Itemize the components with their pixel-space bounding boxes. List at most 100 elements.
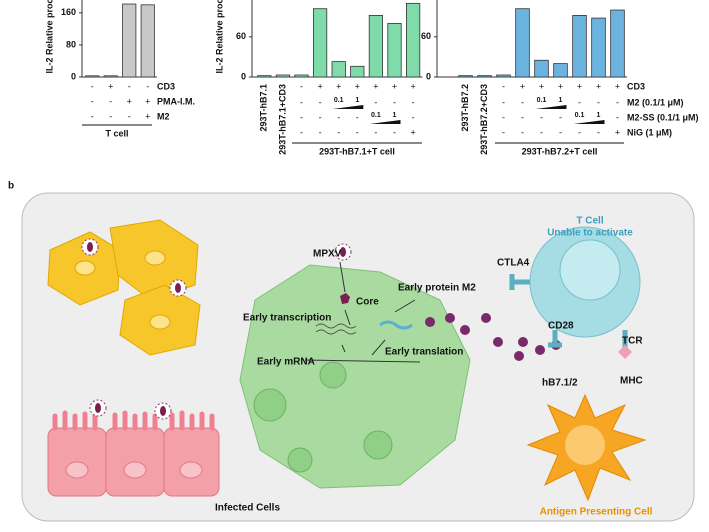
condition-mark: - bbox=[356, 127, 359, 137]
condition-mark: 1 bbox=[355, 97, 359, 104]
condition-name: CD3 bbox=[627, 81, 645, 91]
condition-mark: - bbox=[578, 97, 581, 107]
condition-mark: + bbox=[145, 111, 150, 121]
condition-mark: + bbox=[520, 81, 525, 91]
cell-nuclei bbox=[253, 361, 393, 473]
condition-mark: - bbox=[374, 97, 377, 107]
condition-mark: + bbox=[596, 81, 601, 91]
bar bbox=[458, 75, 473, 78]
condition-mark: - bbox=[616, 97, 619, 107]
condition-mark: + bbox=[558, 81, 563, 91]
dose-wedge bbox=[332, 105, 364, 109]
condition-mark: - bbox=[559, 127, 562, 137]
condition-mark: - bbox=[502, 127, 505, 137]
bar bbox=[85, 75, 100, 78]
condition-mark: + bbox=[410, 81, 415, 91]
condition-mark: - bbox=[393, 127, 396, 137]
condition-mark: 1 bbox=[559, 97, 563, 104]
group-label: T cell bbox=[105, 128, 128, 138]
condition-mark: - bbox=[300, 127, 303, 137]
condition-mark: - bbox=[502, 112, 505, 122]
label: TCR bbox=[622, 336, 643, 347]
condition-mark: - bbox=[356, 112, 359, 122]
condition-mark: - bbox=[597, 127, 600, 137]
t-cell-nucleus bbox=[559, 239, 621, 301]
condition-mark: 0.1 bbox=[537, 97, 547, 104]
condition-mark: - bbox=[412, 112, 415, 122]
condition-mark: - bbox=[300, 97, 303, 107]
condition-mark: + bbox=[108, 81, 113, 91]
condition-mark: 0.1 bbox=[575, 112, 585, 119]
condition-mark: - bbox=[597, 97, 600, 107]
condition-mark: - bbox=[521, 112, 524, 122]
x-tick-label: 293T-hB7.1 bbox=[259, 84, 269, 132]
y-axis-label: IL-2 Relative proc bbox=[214, 0, 224, 74]
condition-mark: - bbox=[521, 97, 524, 107]
condition-mark: + bbox=[355, 81, 360, 91]
condition-mark: - bbox=[319, 97, 322, 107]
condition-mark: - bbox=[502, 97, 505, 107]
condition-mark: + bbox=[539, 81, 544, 91]
bar bbox=[257, 75, 272, 78]
label: hB7.1/2 bbox=[542, 378, 578, 389]
dose-wedge bbox=[573, 120, 605, 124]
infected-cell bbox=[239, 264, 471, 489]
condition-mark: - bbox=[616, 112, 619, 122]
condition-name: M2 bbox=[157, 111, 170, 121]
bar bbox=[572, 14, 587, 78]
label: Early mRNA bbox=[257, 357, 315, 368]
condition-mark: - bbox=[319, 112, 322, 122]
bar bbox=[515, 8, 530, 78]
condition-mark: - bbox=[559, 112, 562, 122]
condition-mark: 0.1 bbox=[334, 97, 344, 104]
pink-cells bbox=[47, 410, 220, 497]
diagram: b bbox=[8, 181, 695, 522]
condition-mark: - bbox=[109, 111, 112, 121]
mhc-tcr bbox=[618, 345, 632, 359]
bar bbox=[496, 74, 511, 78]
label: CTLA4 bbox=[497, 258, 530, 269]
label: Unable to activate bbox=[547, 228, 633, 239]
dose-wedge bbox=[369, 120, 401, 124]
label: MHC bbox=[620, 376, 643, 387]
bar bbox=[406, 2, 421, 78]
condition-mark: + bbox=[615, 81, 620, 91]
label: Core bbox=[356, 297, 379, 308]
condition-mark: + bbox=[145, 96, 150, 106]
condition-mark: - bbox=[393, 97, 396, 107]
condition-mark: + bbox=[127, 96, 132, 106]
group-label: 293T-hB7.2+T cell bbox=[522, 146, 598, 156]
condition-mark: - bbox=[374, 127, 377, 137]
bar bbox=[368, 14, 383, 78]
label: Early translation bbox=[385, 347, 463, 358]
bar bbox=[313, 8, 328, 78]
condition-name: CD3 bbox=[157, 81, 175, 91]
y-tick-label: 60 bbox=[236, 31, 246, 41]
apc-nucleus bbox=[565, 425, 605, 465]
y-tick-label: 0 bbox=[241, 71, 246, 81]
condition-mark: 1 bbox=[393, 112, 397, 119]
receptors bbox=[509, 274, 628, 352]
condition-mark: - bbox=[578, 127, 581, 137]
condition-mark: + bbox=[392, 81, 397, 91]
condition-mark: - bbox=[300, 81, 303, 91]
condition-mark: - bbox=[337, 127, 340, 137]
bar bbox=[477, 75, 492, 78]
bar bbox=[140, 4, 155, 78]
condition-mark: - bbox=[540, 112, 543, 122]
yellow-cells bbox=[47, 219, 201, 356]
bar bbox=[610, 9, 625, 78]
condition-mark: - bbox=[146, 81, 149, 91]
core bbox=[340, 293, 350, 304]
y-tick-label: 0 bbox=[426, 71, 431, 81]
y-tick-label: 0 bbox=[71, 71, 76, 81]
condition-mark: - bbox=[128, 111, 131, 121]
y-axis-label: IL-2 Relative proc bbox=[44, 0, 54, 74]
condition-mark: - bbox=[412, 97, 415, 107]
bar bbox=[350, 65, 365, 78]
condition-mark: + bbox=[577, 81, 582, 91]
x-tick-label: 293T-hB7.2 bbox=[460, 84, 470, 132]
condition-mark: - bbox=[128, 81, 131, 91]
y-tick-label: 60 bbox=[421, 31, 431, 41]
condition-name: M2 (0.1/1 μM) bbox=[627, 97, 684, 107]
